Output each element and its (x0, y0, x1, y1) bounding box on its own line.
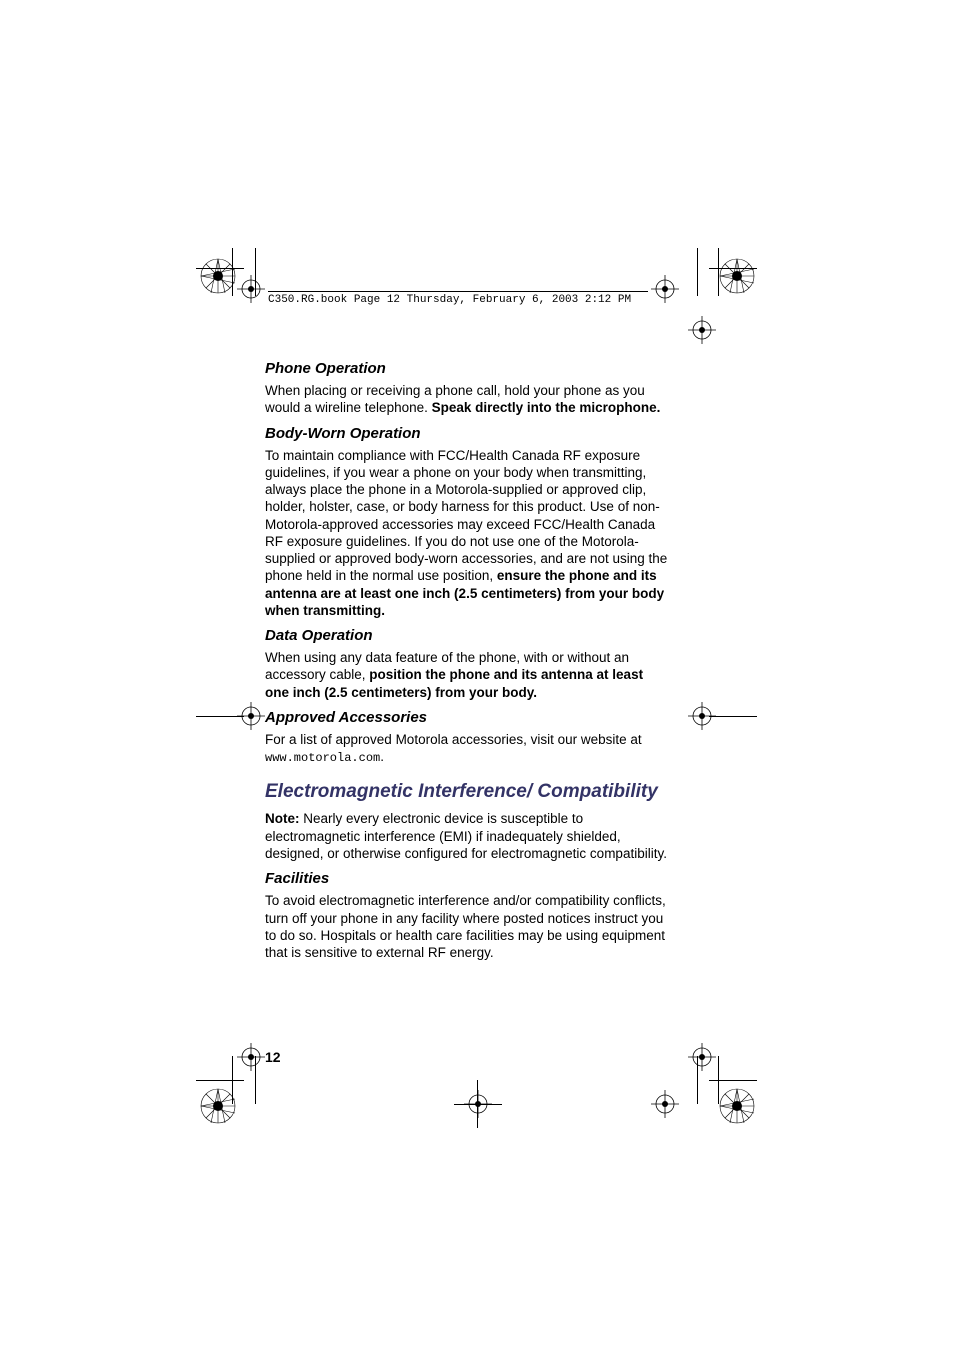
text: To maintain compliance with FCC/Health C… (265, 448, 667, 584)
para-data-op: When using any data feature of the phone… (265, 649, 670, 701)
regmark-top-center (688, 316, 716, 344)
radial-top-right (717, 256, 757, 296)
para-facilities: To avoid electromagnetic interference an… (265, 892, 670, 961)
text: For a list of approved Motorola accessor… (265, 732, 642, 747)
text: . (380, 749, 384, 764)
heading-data-op: Data Operation (265, 627, 670, 644)
regmark-mid-bottom (464, 1090, 492, 1118)
regmark-bot-left (237, 1043, 265, 1071)
para-emi: Note: Nearly every electronic device is … (265, 810, 670, 862)
heading-body-worn: Body-Worn Operation (265, 425, 670, 442)
cropmark-bot-left-h (196, 1080, 244, 1081)
regmark-bot-right (688, 1043, 716, 1071)
note-label: Note: (265, 811, 300, 826)
heading-phone-operation: Phone Operation (265, 360, 670, 377)
para-body-worn: To maintain compliance with FCC/Health C… (265, 447, 670, 620)
page-content: Phone Operation When placing or receivin… (265, 352, 670, 967)
cropmark-tr-v1 (697, 248, 698, 296)
running-header: C350.RG.book Page 12 Thursday, February … (268, 291, 648, 306)
regmark-top-right (651, 275, 679, 303)
heading-accessories: Approved Accessories (265, 709, 670, 726)
page-number: 12 (265, 1049, 281, 1065)
heading-facilities: Facilities (265, 870, 670, 887)
cropmark-mid-right-h (709, 716, 757, 717)
regmark-mid-right (688, 702, 716, 730)
regmark-top-left (237, 275, 265, 303)
heading-emi: Electromagnetic Interference/ Compatibil… (265, 781, 670, 803)
para-phone-op: When placing or receiving a phone call, … (265, 382, 670, 417)
radial-bot-left (198, 1086, 238, 1126)
regmark-mid-left (237, 702, 265, 730)
radial-bot-right (717, 1086, 757, 1126)
text: Nearly every electronic device is suscep… (265, 811, 667, 861)
regmark-bot-right2 (651, 1090, 679, 1118)
url-text: www.motorola.com (265, 751, 380, 765)
cropmark-bot-right-h (709, 1080, 757, 1081)
radial-top-left (198, 256, 238, 296)
text-bold: Speak directly into the microphone. (432, 400, 661, 415)
para-accessories: For a list of approved Motorola accessor… (265, 731, 670, 767)
